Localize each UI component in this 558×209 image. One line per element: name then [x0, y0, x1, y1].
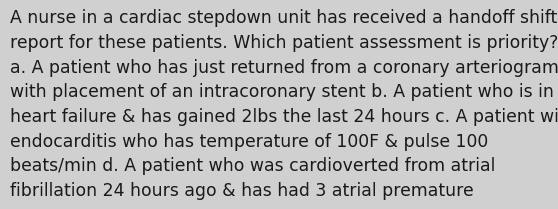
Text: A nurse in a cardiac stepdown unit has received a handoff shift: A nurse in a cardiac stepdown unit has r… [10, 9, 557, 27]
Text: endocarditis who has temperature of 100F & pulse 100: endocarditis who has temperature of 100F… [10, 133, 488, 151]
Text: with placement of an intracoronary stent b. A patient who is in: with placement of an intracoronary stent… [10, 83, 554, 101]
Text: report for these patients. Which patient assessment is priority?: report for these patients. Which patient… [10, 34, 558, 52]
Text: a. A patient who has just returned from a coronary arteriogram: a. A patient who has just returned from … [10, 59, 558, 77]
Text: heart failure & has gained 2lbs the last 24 hours c. A patient with: heart failure & has gained 2lbs the last… [10, 108, 558, 126]
Text: fibrillation 24 hours ago & has had 3 atrial premature: fibrillation 24 hours ago & has had 3 at… [10, 182, 474, 200]
Text: beats/min d. A patient who was cardioverted from atrial: beats/min d. A patient who was cardiover… [10, 157, 496, 175]
